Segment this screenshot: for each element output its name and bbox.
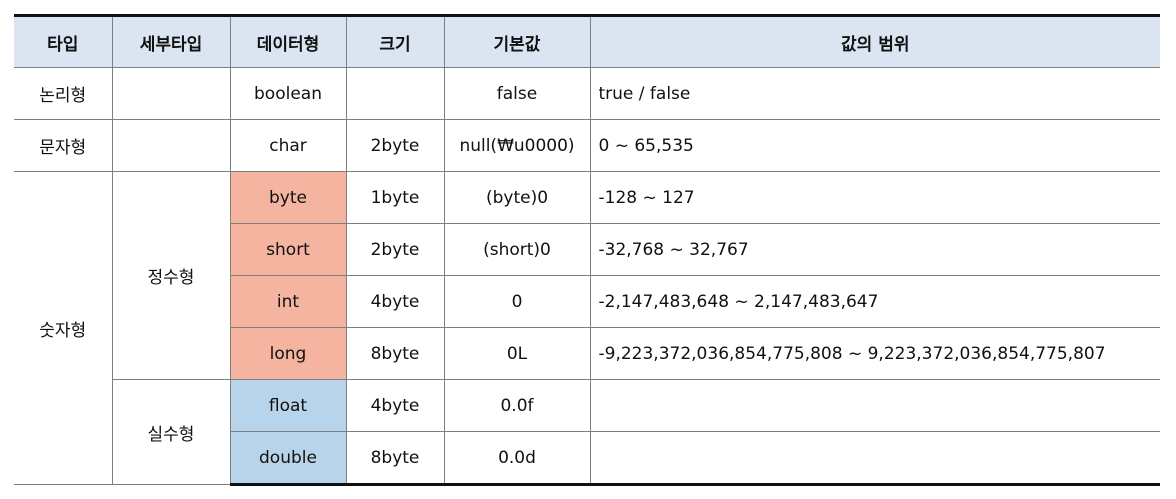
- datatype-cell: float: [229, 379, 347, 432]
- default-cell: 0.0f: [443, 379, 591, 432]
- subtype-cell: 정수형: [111, 171, 231, 380]
- table-row: long 8byte 0L -9,223,372,036,854,775,808…: [14, 327, 1160, 380]
- range-cell: 0 ~ 65,535: [589, 119, 1160, 172]
- size-cell: 2byte: [345, 223, 445, 276]
- size-cell: [345, 67, 445, 120]
- table-row: 숫자형 정수형 byte 1byte (byte)0 -128 ~ 127: [14, 171, 1160, 485]
- datatype-cell: char: [229, 119, 347, 172]
- subtype-cell: [111, 67, 231, 120]
- datatype-cell: int: [230, 275, 347, 328]
- range-cell: [589, 431, 1160, 486]
- header-subtype: 세부타입: [111, 14, 231, 68]
- range-cell: -128 ~ 127: [589, 171, 1160, 224]
- subtype-cell: 실수형: [112, 379, 231, 485]
- type-cell: 숫자형: [14, 171, 113, 485]
- default-cell: 0.0d: [443, 431, 591, 486]
- default-cell: null(₩u0000): [443, 119, 591, 172]
- range-cell: [589, 379, 1160, 432]
- header-default: 기본값: [443, 14, 591, 68]
- datatype-cell: byte: [229, 171, 347, 224]
- default-cell: (byte)0: [443, 171, 591, 224]
- default-cell: 0L: [443, 327, 591, 380]
- table-row: 논리형 boolean false true / false: [14, 67, 1160, 120]
- table-row: short 2byte (short)0 -32,768 ~ 32,767: [14, 223, 1160, 276]
- size-cell: 2byte: [345, 119, 445, 172]
- datatype-cell: boolean: [229, 67, 347, 120]
- header-range: 값의 범위: [589, 14, 1160, 68]
- java-datatype-table-container: 타입 세부타입 데이터형 크기 기본값 값의 범위 논리형 boolean fa…: [14, 14, 1160, 486]
- range-cell: -32,768 ~ 32,767: [589, 223, 1160, 276]
- range-cell: -9,223,372,036,854,775,808 ~ 9,223,372,0…: [589, 327, 1160, 380]
- header-type: 타입: [14, 14, 113, 68]
- size-cell: 4byte: [345, 275, 445, 328]
- size-cell: 4byte: [345, 379, 445, 432]
- table-row: int 4byte 0 -2,147,483,648 ~ 2,147,483,6…: [14, 275, 1160, 328]
- size-cell: 8byte: [345, 431, 445, 486]
- datatype-cell: long: [230, 327, 347, 380]
- range-cell: true / false: [589, 67, 1160, 120]
- subtype-cell: [111, 119, 231, 172]
- table-row: 문자형 char 2byte null(₩u0000) 0 ~ 65,535: [14, 119, 1160, 172]
- default-cell: false: [443, 67, 591, 120]
- datatype-cell: short: [230, 223, 347, 276]
- range-cell: -2,147,483,648 ~ 2,147,483,647: [589, 275, 1160, 328]
- type-cell: 문자형: [14, 119, 113, 172]
- header-datatype: 데이터형: [229, 14, 347, 68]
- header-row: 타입 세부타입 데이터형 크기 기본값 값의 범위: [14, 14, 1160, 68]
- table-row: 실수형 float 4byte 0.0f: [14, 379, 1160, 485]
- java-datatype-table: 타입 세부타입 데이터형 크기 기본값 값의 범위 논리형 boolean fa…: [14, 14, 1160, 486]
- type-cell: 논리형: [14, 67, 113, 120]
- default-cell: (short)0: [443, 223, 591, 276]
- size-cell: 1byte: [345, 171, 445, 224]
- table-row: double 8byte 0.0d: [14, 431, 1160, 486]
- default-cell: 0: [443, 275, 591, 328]
- datatype-cell: double: [230, 431, 347, 486]
- size-cell: 8byte: [345, 327, 445, 380]
- header-size: 크기: [345, 14, 445, 68]
